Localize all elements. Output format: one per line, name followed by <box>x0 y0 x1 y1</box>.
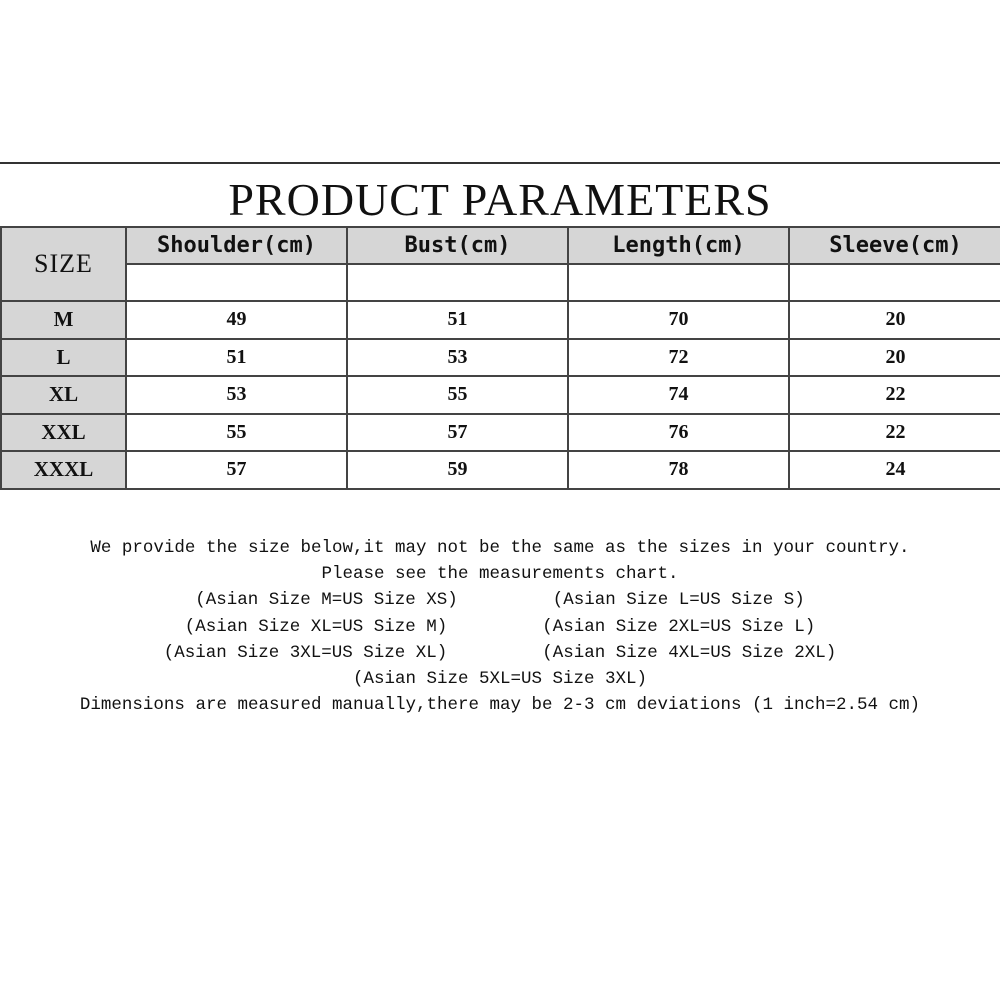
size-label: L <box>0 337 127 377</box>
table-row: L 51 53 72 20 <box>0 337 1000 377</box>
measurement-cell: 78 <box>567 450 790 490</box>
size-notes: We provide the size below,it may not be … <box>0 535 1000 718</box>
size-label: M <box>0 300 127 340</box>
size-conversion: (Asian Size 3XL=US Size XL) <box>163 642 448 663</box>
column-header-bust: Bust(cm) <box>346 226 569 265</box>
measurement-cell: 76 <box>567 412 790 452</box>
measurement-cell: 53 <box>346 337 569 377</box>
note-line: Dimensions are measured manually,there m… <box>79 695 921 716</box>
size-label: XXXL <box>0 450 127 490</box>
measurement-cell: 59 <box>346 450 569 490</box>
measurement-cell: 57 <box>125 450 348 490</box>
measurement-cell: 22 <box>788 412 1000 452</box>
measurement-cell: 72 <box>567 337 790 377</box>
size-conversion: (Asian Size L=US Size S) <box>552 590 805 611</box>
measurement-cell: 20 <box>788 337 1000 377</box>
measurement-cell: 55 <box>125 412 348 452</box>
size-table: SIZE Shoulder(cm) Bust(cm) Length(cm) Sl… <box>0 226 1000 490</box>
size-conversion-pair: (Asian Size 3XL=US Size XL) (Asian Size 4… <box>0 640 1000 666</box>
size-conversion: (Asian Size 2XL=US Size L) <box>542 616 816 637</box>
measurement-cell: 49 <box>125 300 348 340</box>
size-header: SIZE <box>0 226 127 302</box>
table-row: XXXL 57 59 78 24 <box>0 450 1000 490</box>
measurement-cell: 51 <box>125 337 348 377</box>
measurement-cell: 22 <box>788 375 1000 415</box>
empty-cell <box>788 263 1000 302</box>
empty-cell <box>567 263 790 302</box>
size-conversion: (Asian Size 4XL=US Size 2XL) <box>542 642 837 663</box>
note-line: Please see the measurements chart. <box>321 564 679 585</box>
top-divider <box>0 162 1000 164</box>
size-conversion-pair: (Asian Size XL=US Size M) (Asian Size 2XL… <box>0 614 1000 640</box>
measurement-cell: 51 <box>346 300 569 340</box>
table-row: M 49 51 70 20 <box>0 300 1000 340</box>
measurement-cell: 24 <box>788 450 1000 490</box>
size-conversion-pair: (Asian Size M=US Size XS) (Asian Size L=U… <box>0 587 1000 613</box>
size-conversion: (Asian Size M=US Size XS) <box>195 590 458 611</box>
measurement-cell: 57 <box>346 412 569 452</box>
size-conversion: (Asian Size 5XL=US Size 3XL) <box>352 669 648 690</box>
size-label: XXL <box>0 412 127 452</box>
empty-cell <box>346 263 569 302</box>
column-header-sleeve: Sleeve(cm) <box>788 226 1000 265</box>
measurement-cell: 20 <box>788 300 1000 340</box>
column-header-shoulder: Shoulder(cm) <box>125 226 348 265</box>
measurement-cell: 55 <box>346 375 569 415</box>
page-title: PRODUCT PARAMETERS <box>228 174 772 225</box>
note-line: We provide the size below,it may not be … <box>90 538 910 558</box>
column-header-length: Length(cm) <box>567 226 790 265</box>
measurement-cell: 74 <box>567 375 790 415</box>
measurement-cell: 53 <box>125 375 348 415</box>
size-label: XL <box>0 375 127 415</box>
table-row: XXL 55 57 76 22 <box>0 412 1000 452</box>
measurement-cell: 70 <box>567 300 790 340</box>
size-conversion: (Asian Size XL=US Size M) <box>184 616 448 637</box>
empty-cell <box>125 263 348 302</box>
table-row: XL 53 55 74 22 <box>0 375 1000 415</box>
